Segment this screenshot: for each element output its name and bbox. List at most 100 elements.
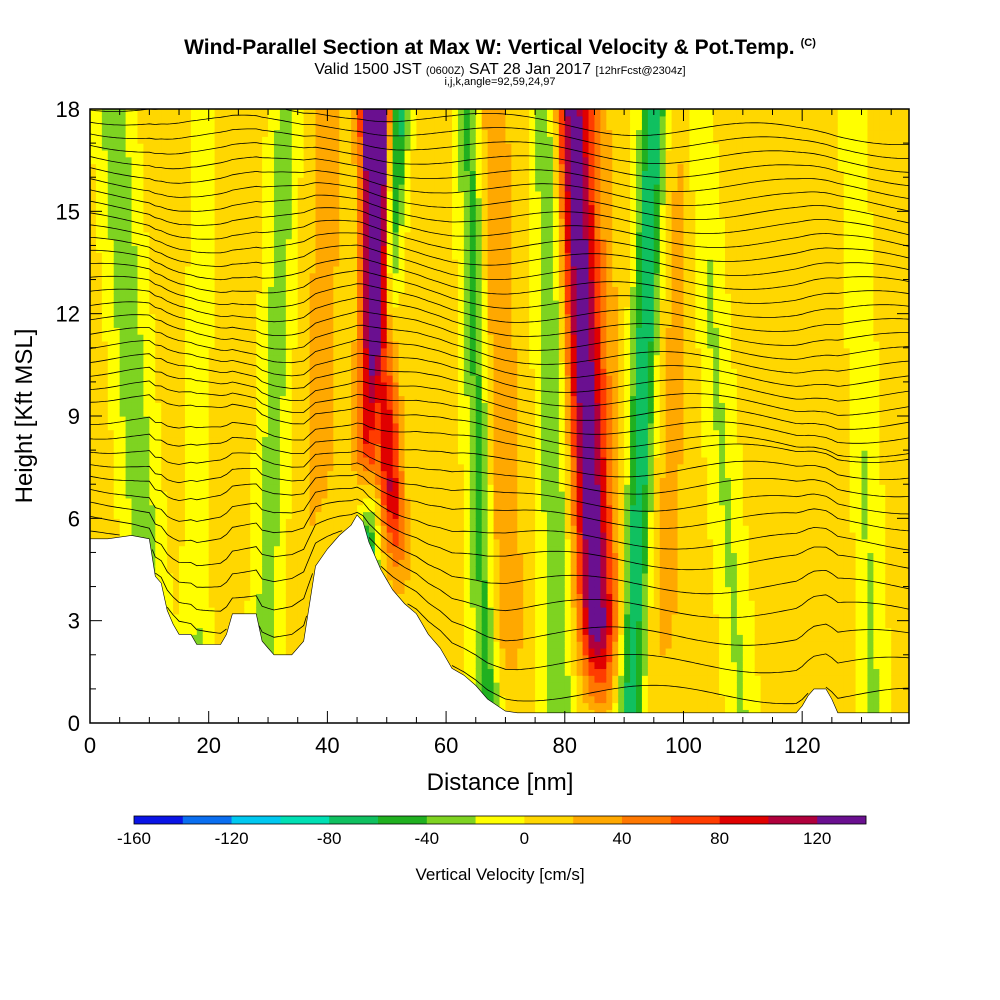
field-cell bbox=[380, 300, 388, 308]
field-cell bbox=[273, 177, 281, 185]
field-cell bbox=[226, 115, 234, 124]
field-cell bbox=[339, 470, 346, 478]
field-cell bbox=[101, 504, 109, 513]
field-cell bbox=[285, 149, 293, 158]
field-cell bbox=[333, 245, 340, 253]
field-cell bbox=[279, 259, 287, 267]
field-cell bbox=[351, 211, 358, 219]
field-cell bbox=[416, 525, 423, 533]
field-cell bbox=[232, 395, 239, 403]
field-cell bbox=[345, 443, 352, 451]
field-cell bbox=[398, 143, 406, 151]
field-cell bbox=[416, 579, 423, 588]
field-cell bbox=[256, 218, 263, 226]
field-cell bbox=[90, 204, 97, 212]
field-cell bbox=[220, 306, 228, 315]
field-cell bbox=[161, 566, 168, 574]
field-cell bbox=[137, 470, 145, 478]
field-cell bbox=[410, 388, 418, 397]
field-cell bbox=[250, 375, 257, 383]
field-cell bbox=[273, 279, 281, 287]
field-cell bbox=[232, 327, 239, 335]
field-cell bbox=[273, 477, 281, 485]
field-cell bbox=[226, 422, 234, 431]
field-cell bbox=[137, 149, 145, 158]
field-cell bbox=[184, 156, 192, 165]
field-cell bbox=[380, 531, 388, 540]
field-cell bbox=[232, 129, 239, 137]
field-cell bbox=[214, 402, 222, 410]
field-cell bbox=[161, 300, 168, 308]
field-cell bbox=[303, 300, 311, 308]
field-cell bbox=[398, 538, 406, 547]
field-cell bbox=[101, 259, 109, 267]
field-cell bbox=[345, 491, 352, 499]
field-cell bbox=[143, 122, 150, 131]
field-cell bbox=[297, 136, 305, 144]
field-cell bbox=[107, 354, 115, 363]
field-cell bbox=[173, 388, 180, 397]
field-cell bbox=[262, 566, 269, 574]
field-cell bbox=[244, 327, 251, 335]
field-cell bbox=[131, 497, 139, 506]
field-cell bbox=[149, 409, 156, 417]
field-cell bbox=[226, 409, 234, 417]
field-cell bbox=[410, 409, 418, 417]
field-cell bbox=[214, 491, 222, 499]
field-cell bbox=[303, 416, 311, 424]
field-cell bbox=[392, 436, 400, 444]
field-cell bbox=[386, 395, 394, 403]
field-cell bbox=[392, 375, 400, 383]
field-cell bbox=[125, 395, 133, 403]
field-cell bbox=[220, 375, 228, 383]
field-cell bbox=[285, 334, 293, 342]
field-cell bbox=[368, 238, 376, 247]
field-cell bbox=[345, 416, 352, 424]
field-cell bbox=[262, 272, 269, 281]
field-cell bbox=[345, 368, 352, 376]
field-cell bbox=[196, 109, 204, 117]
field-cell bbox=[131, 286, 139, 294]
field-cell bbox=[327, 265, 334, 274]
field-cell bbox=[392, 204, 400, 212]
field-cell bbox=[238, 156, 245, 165]
field-cell bbox=[90, 409, 97, 417]
field-cell bbox=[363, 238, 370, 247]
field-cell bbox=[113, 204, 121, 212]
field-cell bbox=[196, 634, 204, 642]
field-cell bbox=[327, 354, 334, 363]
field-cell bbox=[90, 177, 97, 185]
field-cell bbox=[232, 559, 239, 567]
field-cell bbox=[333, 122, 340, 131]
field-cell bbox=[125, 375, 133, 383]
field-cell bbox=[363, 300, 370, 308]
field-cell bbox=[386, 545, 394, 554]
field-cell bbox=[279, 429, 287, 438]
field-cell bbox=[179, 272, 186, 281]
field-cell bbox=[345, 122, 352, 131]
field-cell bbox=[315, 293, 323, 301]
field-cell bbox=[374, 122, 382, 131]
field-cell bbox=[297, 627, 305, 635]
field-cell bbox=[250, 518, 257, 526]
field-cell bbox=[268, 538, 275, 547]
field-cell bbox=[321, 361, 328, 369]
field-cell bbox=[95, 525, 103, 533]
field-cell bbox=[291, 593, 299, 601]
field-cell bbox=[268, 525, 275, 533]
field-cell bbox=[190, 497, 198, 506]
field-cell bbox=[291, 402, 299, 410]
field-cell bbox=[285, 416, 293, 424]
field-cell bbox=[208, 170, 216, 178]
field-cell bbox=[368, 375, 376, 383]
field-cell bbox=[339, 211, 346, 219]
field-cell bbox=[131, 238, 139, 247]
field-cell bbox=[327, 204, 334, 212]
field-cell bbox=[220, 272, 228, 281]
field-cell bbox=[119, 122, 127, 131]
field-cell bbox=[107, 388, 115, 397]
field-cell bbox=[303, 388, 311, 397]
field-cell bbox=[279, 238, 287, 247]
field-cell bbox=[113, 381, 121, 390]
field-cell bbox=[392, 259, 400, 267]
